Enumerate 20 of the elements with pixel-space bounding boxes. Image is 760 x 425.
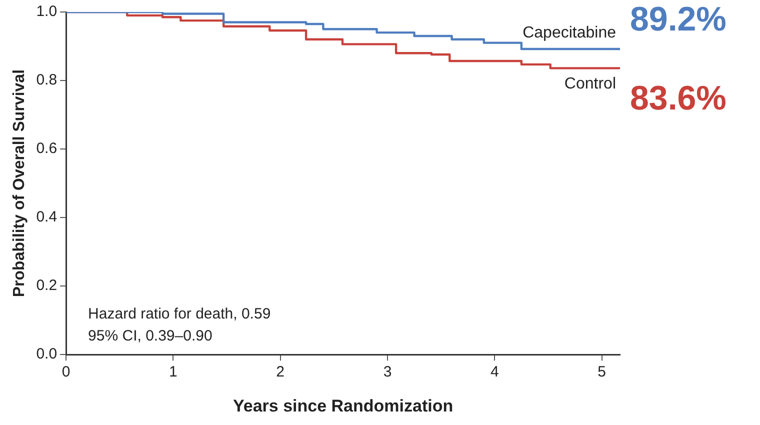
- annotation: 89.2%: [630, 0, 726, 38]
- x-axis-title: Years since Randomization: [232, 396, 454, 416]
- series-label: Capecitabine: [522, 24, 616, 42]
- x-tick-label: 1: [169, 364, 178, 381]
- y-tick-label: 0.2: [36, 277, 58, 294]
- x-tick-label: 4: [490, 364, 499, 381]
- annotation: Hazard ratio for death, 0.59: [88, 306, 271, 323]
- y-tick-label: 0.4: [36, 208, 58, 226]
- annotation: 83.6%: [630, 80, 726, 118]
- y-axis-title: Probability of Overall Survival: [11, 69, 28, 298]
- y-tick-label: 1.0: [36, 3, 58, 20]
- y-tick-label: 0.6: [36, 140, 58, 158]
- x-tick-label: 0: [62, 364, 70, 381]
- y-tick-label: 0.8: [36, 72, 58, 89]
- x-tick-label: 5: [598, 364, 606, 381]
- x-tick-label: 2: [276, 364, 285, 381]
- x-tick-label: 3: [383, 364, 392, 381]
- annotation: 95% CI, 0.39–0.90: [88, 328, 212, 345]
- series-label: Control: [564, 76, 616, 93]
- y-tick-label: 0.0: [36, 346, 58, 363]
